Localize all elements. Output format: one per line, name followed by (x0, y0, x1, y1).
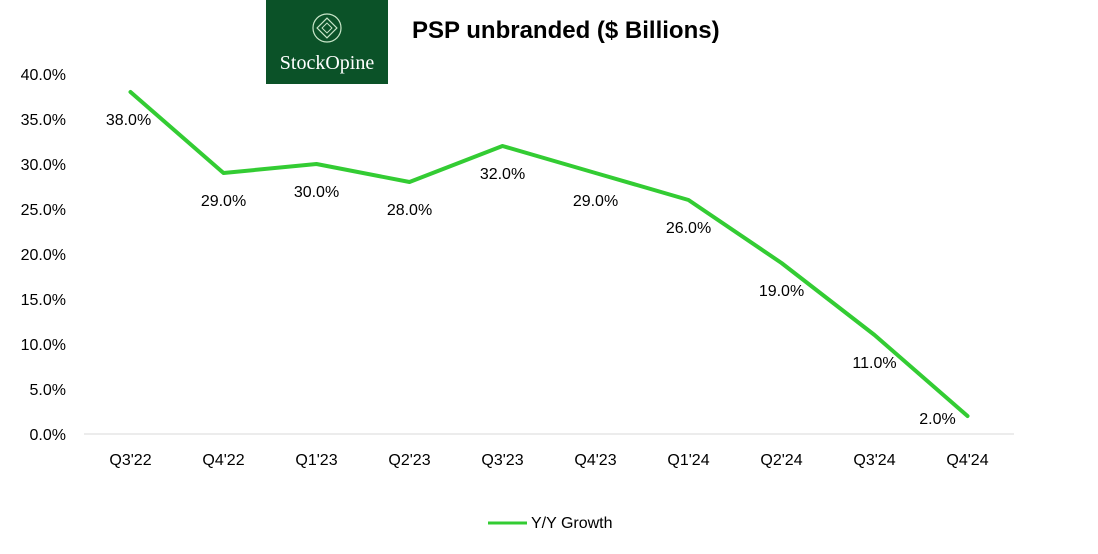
y-tick-label: 25.0% (21, 202, 66, 219)
data-point (223, 172, 224, 174)
x-tick-label: Q2'23 (388, 452, 430, 469)
data-point (502, 145, 503, 147)
y-tick-label: 0.0% (30, 427, 66, 444)
legend: Y/Y Growth (488, 515, 613, 532)
data-point (409, 181, 410, 183)
data-label: 2.0% (919, 411, 955, 428)
data-label: 11.0% (852, 355, 896, 372)
diamond-emblem-icon (312, 13, 342, 43)
x-tick-label: Q4'22 (202, 452, 244, 469)
data-label: 29.0% (201, 193, 246, 210)
y-tick-label: 35.0% (21, 112, 66, 129)
x-tick-label: Q4'24 (946, 452, 988, 469)
data-label: 29.0% (573, 193, 618, 210)
series-line (128, 90, 970, 418)
data-point (874, 334, 875, 336)
x-tick-label: Q1'24 (667, 452, 709, 469)
legend-label: Y/Y Growth (531, 515, 613, 532)
x-tick-label: Q4'23 (574, 452, 616, 469)
y-axis-ticks: 0.0% 5.0% 10.0% 15.0% 20.0% 25.0% 30.0% 35.0% 40… (21, 67, 66, 444)
data-point (316, 163, 317, 165)
y-tick-label: 30.0% (21, 157, 66, 174)
y-tick-label: 20.0% (21, 247, 66, 264)
data-label: 26.0% (666, 220, 711, 237)
data-point (595, 172, 596, 174)
series-group (128, 90, 970, 418)
data-labels: 38.0% 29.0% 30.0% 28.0% 32.0% 29.0% 26.0% 19.0%… (106, 112, 956, 428)
x-tick-label: Q3'24 (853, 452, 895, 469)
stockopine-logo: StockOpine (266, 0, 388, 84)
y-tick-label: 5.0% (30, 382, 66, 399)
data-label: 28.0% (387, 202, 432, 219)
data-point (688, 199, 689, 201)
y-tick-label: 10.0% (21, 337, 66, 354)
x-tick-label: Q2'24 (760, 452, 802, 469)
chart-title: PSP unbranded ($ Billions) (412, 17, 720, 44)
y-tick-label: 15.0% (21, 292, 66, 309)
data-label: 30.0% (294, 184, 339, 201)
data-point (130, 91, 131, 93)
data-label: 32.0% (480, 166, 525, 183)
x-tick-label: Q3'23 (481, 452, 523, 469)
x-tick-label: Q3'22 (109, 452, 151, 469)
x-axis-ticks: Q3'22 Q4'22 Q1'23 Q2'23 Q3'23 Q4'23 Q1'24 Q2'24… (109, 452, 988, 469)
logo-text: StockOpine (279, 52, 375, 74)
data-point (967, 415, 968, 417)
data-point (781, 262, 782, 264)
x-tick-label: Q1'23 (295, 452, 337, 469)
data-label: 38.0% (106, 112, 151, 129)
y-tick-label: 40.0% (21, 67, 66, 84)
data-label: 19.0% (759, 283, 804, 300)
